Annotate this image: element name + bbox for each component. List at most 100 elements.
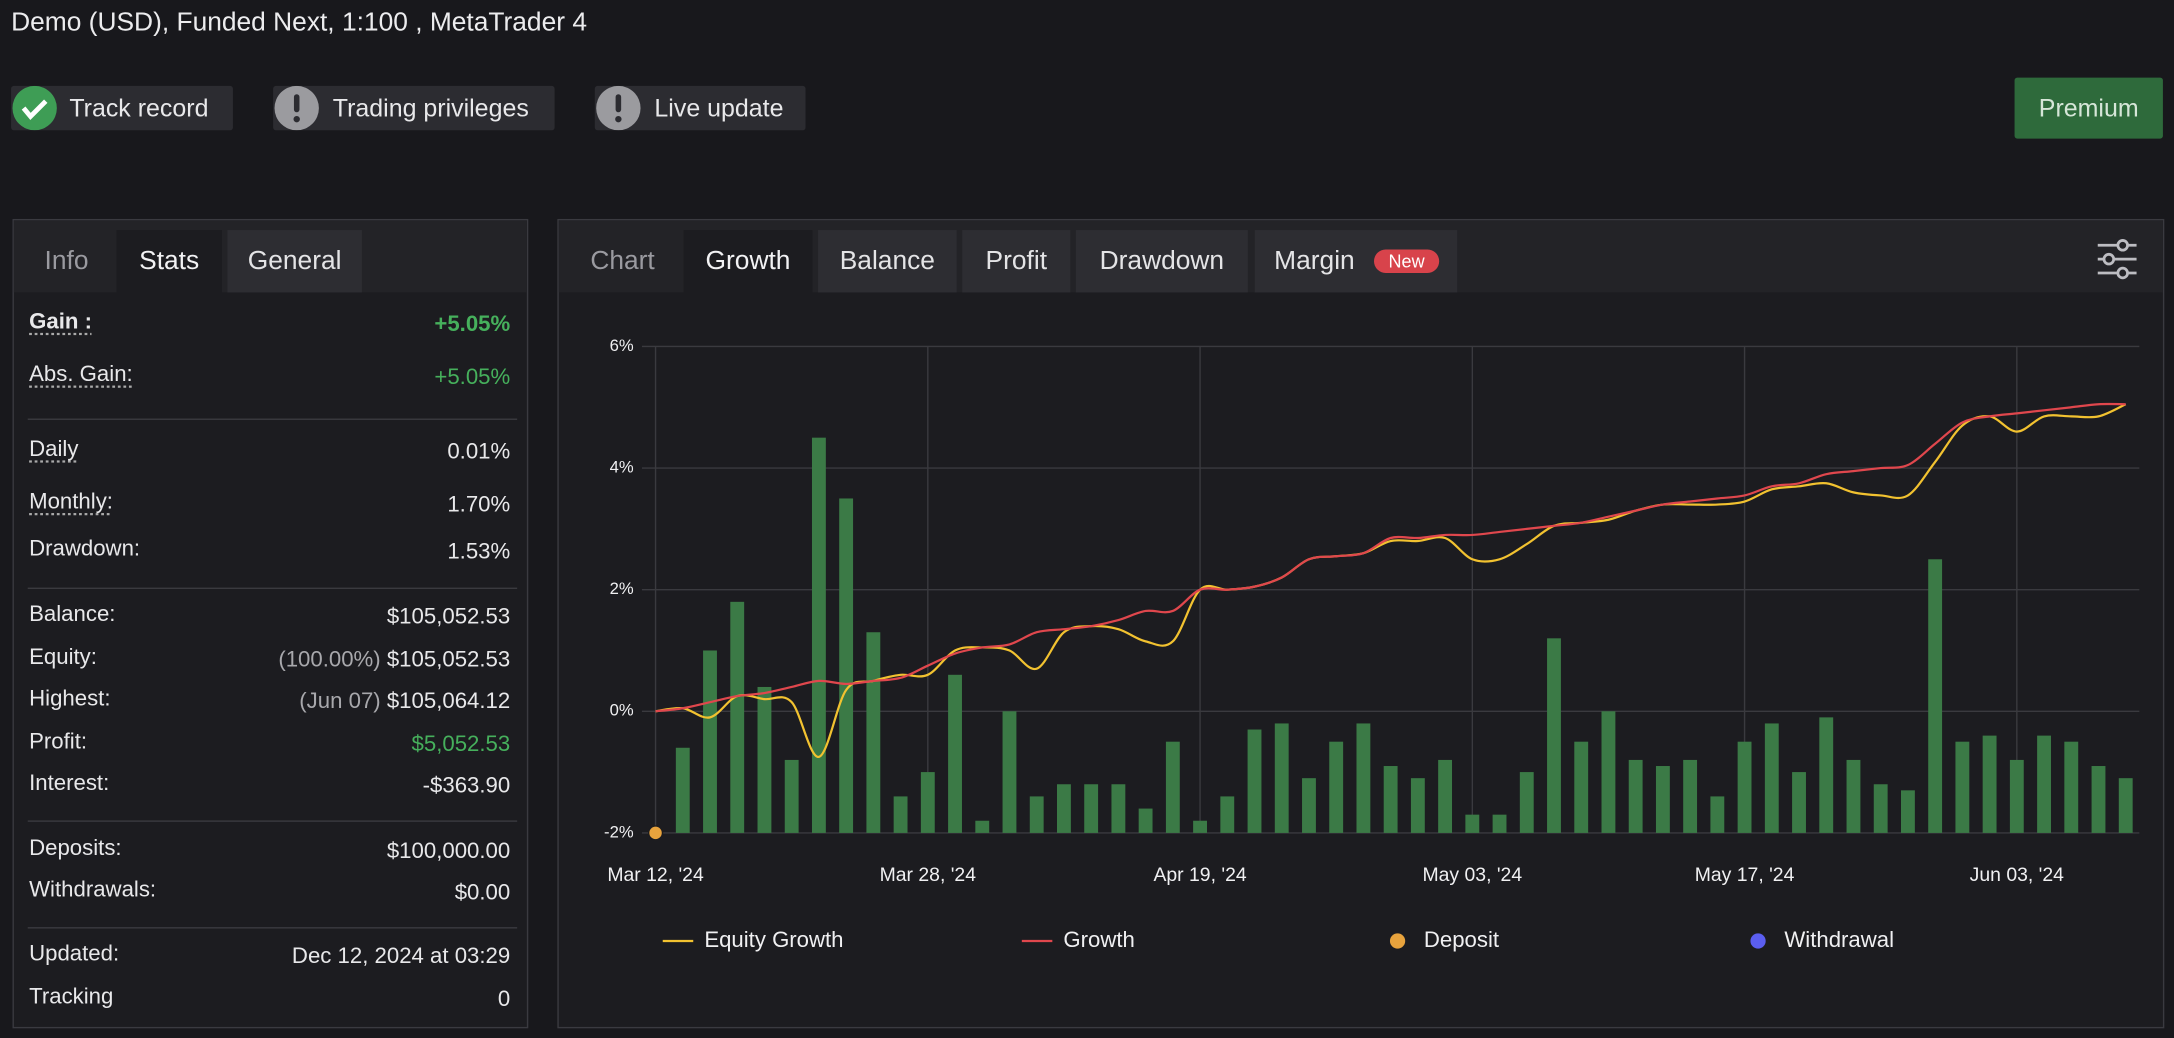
stat-number: -$363.90 xyxy=(422,774,511,799)
stat-value: +5.05% xyxy=(139,313,511,338)
stat-number: $105,064.12 xyxy=(386,690,511,714)
legend-label[interactable]: Equity Growth xyxy=(704,927,843,952)
badge[interactable]: Live update xyxy=(594,85,806,131)
y-tick-label: 6% xyxy=(610,336,634,355)
bar xyxy=(1683,759,1698,833)
stat-label: Deposits: xyxy=(29,837,122,861)
bar xyxy=(1057,784,1071,833)
badge-label: Trading privileges xyxy=(332,94,529,122)
legend-swatch xyxy=(1389,933,1406,949)
bar xyxy=(811,437,826,833)
tab[interactable]: Margin xyxy=(1254,230,1458,293)
stat-value: $0.00 xyxy=(139,881,511,906)
bar xyxy=(1982,735,1997,833)
bar xyxy=(1547,638,1561,833)
marker xyxy=(647,825,664,841)
bar xyxy=(1356,723,1371,833)
bar xyxy=(2091,766,2106,833)
legend-label[interactable]: Withdrawal xyxy=(1784,927,1894,952)
bar xyxy=(920,772,935,833)
tab[interactable]: Info xyxy=(44,246,89,276)
badge-label: Track record xyxy=(69,94,209,122)
x-tick-label: Mar 28, '24 xyxy=(880,864,977,886)
bar xyxy=(757,686,772,833)
bar xyxy=(975,820,990,833)
stat-value: 0 xyxy=(139,988,511,1013)
bar xyxy=(1955,741,1970,833)
bar xyxy=(784,759,799,833)
bar xyxy=(839,498,854,833)
bar xyxy=(1465,814,1480,833)
tab[interactable]: Stats xyxy=(116,230,222,293)
bar xyxy=(893,796,908,833)
badge[interactable]: Track record xyxy=(11,85,233,131)
stat-number: +5.05% xyxy=(434,365,511,390)
stat-value: $105,052.53 xyxy=(139,606,511,631)
y-tick-label: 0% xyxy=(610,701,634,720)
stat-label: Daily xyxy=(29,437,79,462)
legend-label[interactable]: Growth xyxy=(1063,927,1134,952)
stat-number: $0.00 xyxy=(454,881,511,905)
stat-number: +5.05% xyxy=(434,313,511,337)
stat-label: Equity: xyxy=(29,645,97,670)
bar xyxy=(1193,820,1207,833)
stat-label: Gain : xyxy=(29,310,92,334)
tab[interactable]: Chart xyxy=(590,246,655,276)
bar xyxy=(2118,778,2133,833)
tab[interactable]: Profit xyxy=(962,230,1071,293)
stat-value: 1.70% xyxy=(139,493,511,518)
bar xyxy=(2064,741,2079,833)
stat-label: Tracking xyxy=(29,985,114,1009)
tab[interactable]: General xyxy=(227,230,362,293)
stat-value: (Jun 07) $105,064.12 xyxy=(139,690,511,715)
settings-icon[interactable] xyxy=(2095,238,2139,280)
bar xyxy=(1383,766,1398,833)
separator xyxy=(27,927,518,929)
bar xyxy=(1710,796,1725,833)
separator xyxy=(27,820,518,822)
stat-label: Drawdown: xyxy=(29,537,141,562)
y-tick-label: -2% xyxy=(604,822,634,841)
tab[interactable]: Growth xyxy=(683,230,813,293)
stat-value: Dec 12, 2024 at 03:29 xyxy=(139,945,511,970)
x-tick-label: May 17, '24 xyxy=(1695,864,1795,886)
premium-button[interactable]: Premium xyxy=(2014,77,2163,139)
bar xyxy=(2037,735,2051,833)
stat-number: 0 xyxy=(497,988,511,1012)
bar xyxy=(1819,717,1834,833)
bar xyxy=(1900,790,1915,833)
new-badge: New xyxy=(1374,249,1440,274)
bar xyxy=(1792,772,1806,833)
legend-label[interactable]: Deposit xyxy=(1424,927,1499,952)
check-icon xyxy=(12,85,57,131)
bar xyxy=(1574,741,1589,833)
stat-value: +5.05% xyxy=(139,366,511,391)
stat-value: 0.01% xyxy=(139,441,511,466)
stat-label: Abs. Gain: xyxy=(29,363,133,387)
y-tick-label: 4% xyxy=(610,457,634,476)
stat-number: 1.70% xyxy=(447,493,511,517)
stat-label: Highest: xyxy=(29,687,111,711)
bar xyxy=(1873,784,1888,833)
bar xyxy=(1655,766,1670,833)
tab[interactable]: Balance xyxy=(818,230,957,293)
bar xyxy=(1329,741,1344,833)
separator xyxy=(27,587,518,589)
bar xyxy=(1492,814,1507,833)
x-tick-label: Jun 03, '24 xyxy=(1970,864,2065,886)
bar xyxy=(866,632,881,833)
bar xyxy=(1138,808,1153,833)
stat-number: $5,052.53 xyxy=(411,733,511,757)
bar xyxy=(1519,772,1534,833)
badge[interactable]: Trading privileges xyxy=(273,85,555,131)
separator xyxy=(27,418,518,420)
stat-label: Balance: xyxy=(29,602,116,627)
stat-note: (Jun 07) xyxy=(299,690,381,714)
y-tick-label: 2% xyxy=(610,579,634,598)
stat-value: -$363.90 xyxy=(139,775,511,800)
bar xyxy=(1302,778,1316,833)
stat-label: Monthly: xyxy=(29,490,113,515)
stat-value: 1.53% xyxy=(139,540,511,565)
tab[interactable]: Drawdown xyxy=(1075,230,1248,293)
